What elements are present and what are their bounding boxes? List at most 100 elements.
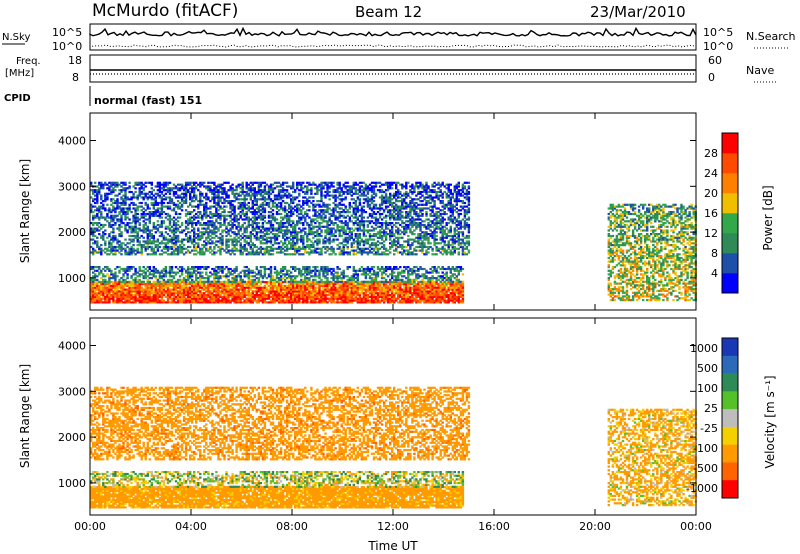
power-cell bbox=[233, 280, 236, 283]
power-cell bbox=[205, 273, 208, 276]
power-cell bbox=[241, 295, 244, 298]
power-cell bbox=[239, 278, 242, 281]
power-cell bbox=[267, 295, 271, 298]
power-cell bbox=[237, 288, 240, 291]
power-cell bbox=[178, 216, 182, 219]
power-cell bbox=[364, 292, 368, 295]
power-cell bbox=[144, 245, 147, 249]
power-cell bbox=[144, 297, 147, 300]
power-cell bbox=[267, 273, 271, 276]
power-cell bbox=[90, 294, 93, 297]
power-cell bbox=[199, 196, 202, 199]
power-cell bbox=[423, 275, 426, 278]
power-cell bbox=[154, 244, 157, 247]
power-cell bbox=[259, 286, 263, 289]
power-cell bbox=[364, 297, 368, 300]
power-cell bbox=[170, 271, 174, 274]
power-cell bbox=[116, 290, 119, 293]
power-cell bbox=[110, 271, 113, 274]
power-cell bbox=[382, 277, 386, 280]
power-cell bbox=[225, 245, 228, 249]
power-cell bbox=[395, 299, 398, 302]
power-cell bbox=[431, 278, 434, 281]
date-title: 23/Mar/2010 bbox=[590, 3, 686, 21]
power-cell bbox=[328, 280, 331, 283]
power-cell bbox=[290, 299, 293, 302]
power-cell bbox=[233, 277, 236, 280]
power-cell bbox=[96, 301, 99, 304]
power-cell bbox=[429, 292, 432, 295]
power-cell bbox=[265, 245, 269, 249]
power-cell bbox=[403, 301, 406, 304]
power-cell bbox=[354, 277, 357, 280]
power-cell bbox=[217, 284, 220, 287]
power-cell bbox=[433, 277, 436, 280]
power-cell bbox=[249, 278, 252, 281]
power-cell bbox=[429, 297, 432, 300]
power-cell bbox=[251, 223, 254, 227]
power-cell bbox=[195, 301, 198, 304]
power-cell bbox=[233, 283, 236, 286]
power-cell bbox=[213, 301, 216, 304]
power-cell bbox=[140, 299, 143, 302]
power-cell bbox=[401, 301, 404, 304]
power-cell bbox=[98, 207, 101, 210]
power-cell bbox=[332, 278, 335, 281]
power-cell bbox=[310, 295, 313, 298]
power-cell bbox=[308, 267, 311, 271]
power-cell bbox=[98, 284, 101, 287]
power-cell bbox=[114, 275, 117, 278]
power-cell bbox=[94, 278, 97, 281]
power-cell bbox=[233, 286, 236, 289]
power-cell bbox=[380, 267, 384, 271]
power-cell bbox=[120, 295, 123, 298]
power-cell bbox=[92, 301, 95, 304]
power-cell bbox=[148, 295, 151, 298]
power-cell bbox=[211, 295, 214, 298]
power-cell bbox=[134, 301, 137, 304]
power-cell bbox=[269, 286, 273, 289]
power-cell bbox=[104, 275, 107, 278]
power-cell bbox=[405, 297, 408, 300]
power-cell bbox=[100, 290, 103, 293]
power-cell bbox=[142, 189, 145, 192]
power-cell bbox=[290, 295, 293, 298]
power-cell bbox=[213, 294, 216, 297]
power-cell bbox=[459, 280, 463, 283]
power-cell bbox=[100, 223, 103, 227]
power-cell bbox=[118, 247, 121, 250]
power-cell bbox=[215, 271, 218, 274]
power-cell bbox=[322, 290, 325, 293]
power-cell bbox=[182, 277, 186, 280]
power-cell bbox=[332, 267, 335, 271]
power-cell bbox=[223, 295, 226, 298]
power-cell bbox=[150, 181, 153, 184]
power-cell bbox=[227, 269, 230, 272]
power-cell bbox=[253, 280, 256, 283]
power-cell bbox=[275, 277, 279, 280]
power-cell bbox=[342, 283, 345, 286]
power-cell bbox=[116, 284, 119, 287]
power-cell bbox=[370, 280, 374, 283]
power-cell bbox=[146, 280, 149, 283]
power-cell bbox=[106, 253, 109, 256]
power-cell bbox=[261, 294, 265, 297]
power-cell bbox=[253, 299, 256, 302]
power-cell bbox=[193, 266, 196, 269]
power-cell bbox=[128, 284, 131, 287]
power-cell bbox=[116, 198, 119, 201]
power-cell bbox=[380, 286, 384, 289]
power-cell bbox=[338, 286, 341, 289]
power-cell bbox=[269, 288, 273, 291]
power-cell bbox=[94, 297, 97, 300]
power-cell bbox=[94, 301, 97, 304]
power-cell bbox=[277, 288, 281, 291]
power-cell bbox=[158, 277, 162, 280]
power-cell bbox=[225, 286, 228, 289]
power-cell bbox=[308, 273, 311, 276]
power-cell bbox=[98, 295, 101, 298]
power-cell bbox=[104, 200, 107, 203]
power-cell bbox=[148, 294, 151, 297]
power-cell bbox=[112, 236, 115, 239]
power-cell bbox=[419, 292, 422, 295]
